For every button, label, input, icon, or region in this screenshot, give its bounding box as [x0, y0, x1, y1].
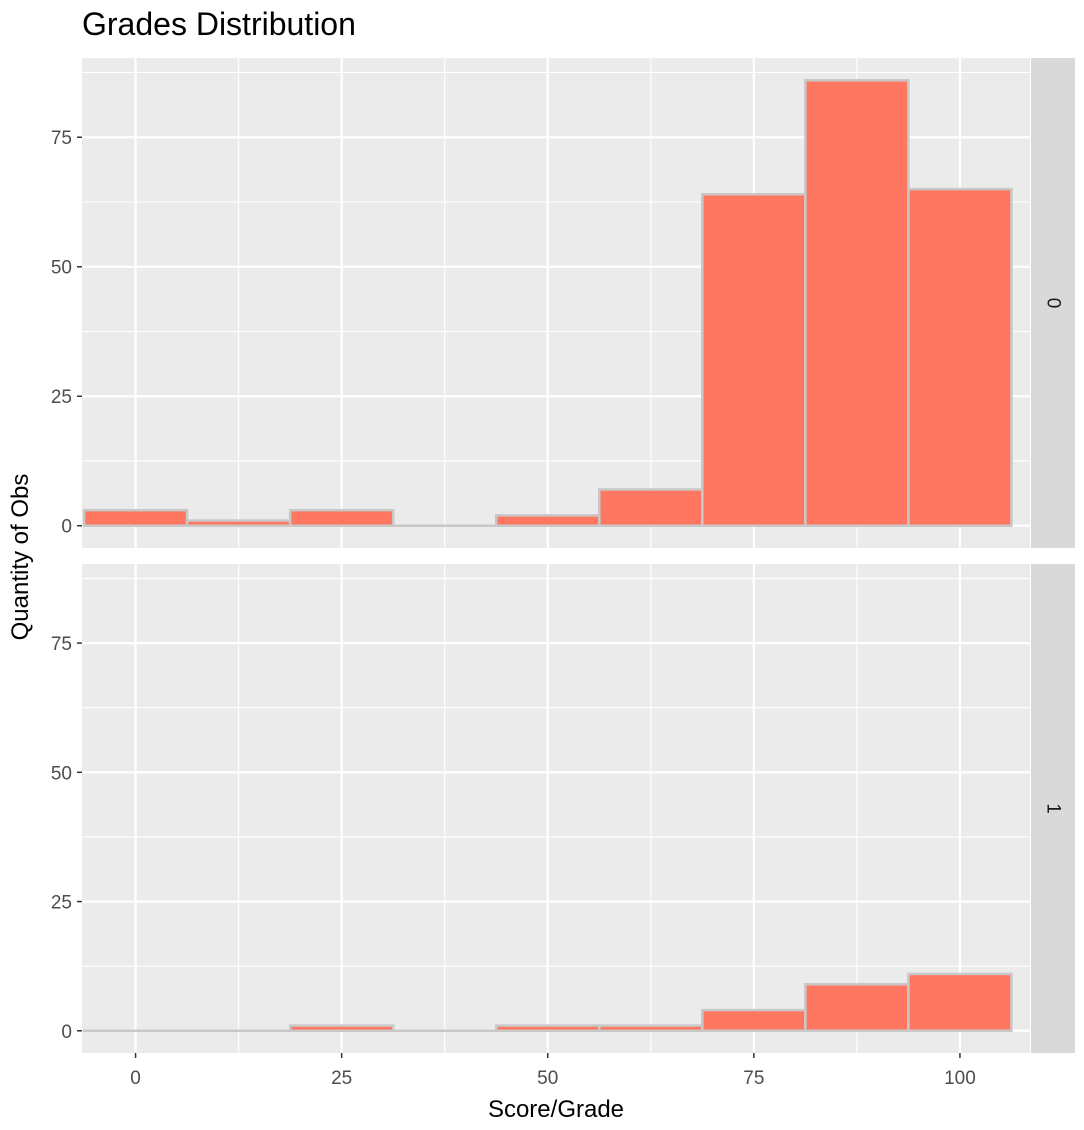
bar [185, 519, 292, 527]
facet-panel-1: 0 25 50 75 1 [51, 564, 1075, 1053]
bar [701, 1008, 807, 1033]
bar [907, 972, 1013, 1033]
x-tick-label: 75 [743, 1068, 764, 1089]
y-tick-label: 0 [61, 517, 72, 538]
y-axis-title: Quantity of Obs [7, 474, 34, 641]
bar [907, 187, 1013, 527]
y-tick-label: 0 [61, 1022, 72, 1043]
y-tick-label: 50 [51, 258, 72, 279]
x-tick-label: 0 [130, 1068, 141, 1089]
bar [288, 508, 395, 527]
bar [494, 1024, 601, 1033]
chart-title: Grades Distribution [82, 6, 356, 42]
bar [804, 79, 910, 527]
y-tick-label: 25 [51, 387, 72, 408]
bar [598, 1024, 704, 1033]
facet-panel-0: 0 25 50 75 0 [51, 58, 1075, 548]
bar [82, 508, 189, 527]
facet-strip [1031, 564, 1075, 1053]
facet-strip-label: 1 [1043, 803, 1064, 814]
bar [288, 1024, 395, 1033]
panel-background [82, 564, 1030, 1053]
x-tick-label: 25 [331, 1068, 352, 1089]
bar [701, 192, 807, 527]
facet-strip-label: 0 [1043, 298, 1064, 309]
bar [598, 488, 704, 527]
y-tick-label: 75 [51, 128, 72, 149]
bar [804, 983, 910, 1033]
bar [494, 514, 601, 527]
y-tick-label: 75 [51, 634, 72, 655]
y-tick-label: 25 [51, 893, 72, 914]
x-tick-label: 50 [537, 1068, 558, 1089]
y-tick-label: 50 [51, 763, 72, 784]
x-axis-title: Score/Grade [488, 1096, 624, 1123]
facet-strip [1031, 58, 1075, 548]
x-tick-label: 100 [944, 1068, 976, 1089]
facet-panels: 0 25 50 75 0 0 25 50 75 1 [51, 58, 1075, 1053]
x-axis: 0 25 50 75 100 [130, 1053, 976, 1089]
